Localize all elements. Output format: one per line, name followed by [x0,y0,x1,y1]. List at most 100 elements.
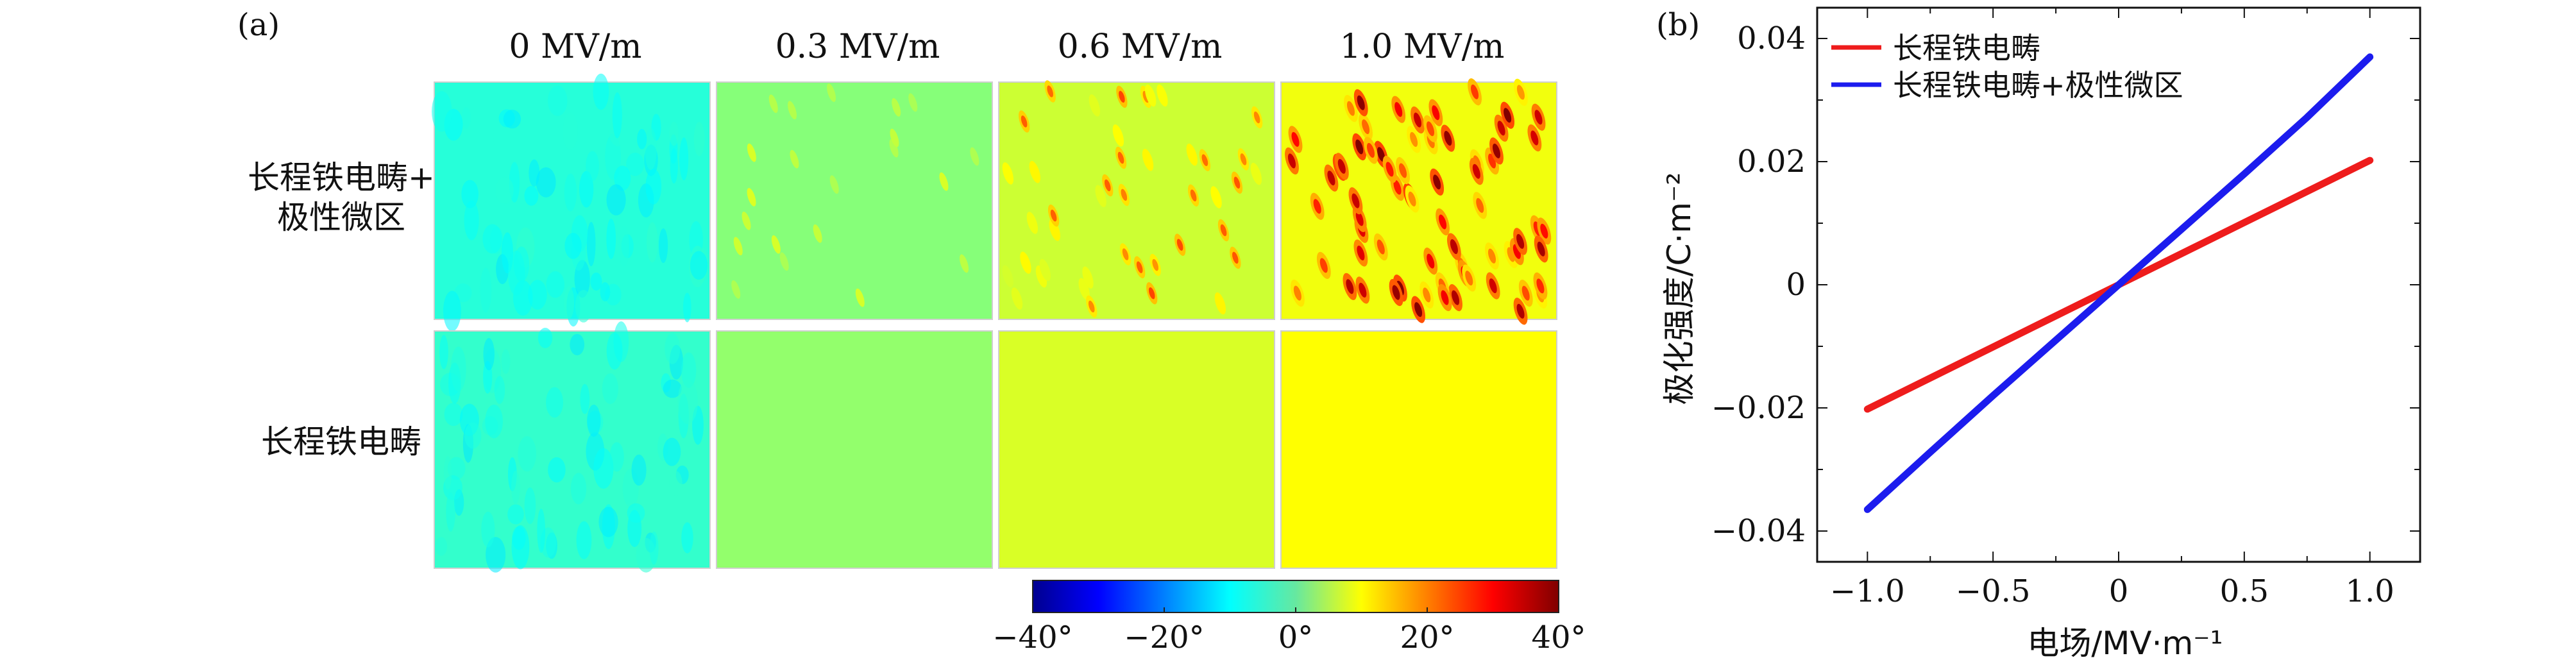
polar-region-halo [1026,212,1038,234]
map-texture [606,332,623,370]
polar-region-halo [1011,287,1023,310]
polar-region-core [1392,285,1400,300]
column-header-2: 0.6 MV/m [1058,28,1223,66]
map-texture [450,346,466,392]
map-texture [536,167,556,198]
colorbar-tick-label: 0° [1278,620,1314,655]
polar-region-halo [741,211,751,230]
panel-b-label: (b) [1656,7,1700,43]
polar-region-core [1516,85,1525,100]
polar-region-halo [1029,160,1040,183]
map-texture [663,379,682,398]
map-texture [548,457,566,483]
map-texture [524,185,539,206]
map-texture [461,107,471,129]
map-texture [600,282,611,301]
polar-region-core [1410,131,1418,147]
map-texture [587,404,601,437]
polar-region-core [1394,102,1403,117]
map-texture [481,511,495,548]
map-texture [647,222,658,263]
map-texture [612,92,622,139]
map-texture [570,334,585,355]
polar-region-core [1377,239,1385,255]
colorbar-tick-label: 20° [1400,620,1454,655]
polar-region-core [1287,153,1296,169]
map-texture [461,180,479,208]
map-texture [563,112,578,150]
polar-region-core [1201,154,1208,166]
polar-region-halo [889,139,899,158]
polar-region-core [1148,287,1155,300]
polar-region-core [1537,241,1545,257]
polar-region-core [1366,142,1375,158]
map-texture [593,73,609,110]
polar-region-core [1359,282,1367,298]
domain-map-r0-c3 [1280,78,1557,325]
polar-region-halo [1142,149,1154,171]
map-texture [677,379,698,425]
polar-region-core [1516,303,1525,319]
polar-region-core [1534,110,1543,125]
map-texture [627,503,645,523]
polar-region-core [1362,119,1370,135]
domain-map-r1-c1 [716,330,993,569]
map-texture [546,387,564,418]
domain-map-r0-c2 [998,80,1275,320]
map-texture [690,251,708,280]
map-texture [444,456,452,490]
polar-region-core [1220,224,1227,237]
map-texture [439,335,448,369]
polar-region-halo [747,188,756,207]
map-texture [665,333,681,364]
map-texture [464,422,482,449]
polar-region-halo [939,172,949,191]
polar-region-core [1516,233,1525,249]
polar-region-core [1492,143,1501,158]
map-texture [645,128,657,171]
column-headers: 0 MV/m 0.3 MV/m 0.6 MV/m 1.0 MV/m [509,28,1504,66]
polar-region-halo [1095,185,1106,208]
polar-region-core [1346,279,1354,294]
map-texture [564,173,577,212]
map-background [1280,330,1557,569]
y-axis-title: 极化强度/C·m⁻² [1661,173,1698,405]
map-texture [482,224,502,254]
polar-region-core [1232,251,1239,264]
series-line-1 [1863,53,2374,513]
map-texture [444,403,463,426]
y-tick-label: 0.04 [1737,21,1806,56]
map-texture [693,121,705,156]
polar-region-halo [1078,278,1090,300]
polar-region-halo [731,280,741,299]
map-background [716,81,993,320]
x-tick-label: 0.5 [2220,573,2269,609]
legend-label-0: 长程铁电畴 [1893,31,2040,65]
polar-region-core [1377,147,1385,162]
polar-region-core [1521,285,1530,301]
x-tick-label: 0 [2109,573,2129,609]
polar-region-halo [1020,251,1031,274]
map-texture [537,509,546,553]
map-texture [637,129,647,149]
polar-region-core [1355,211,1364,226]
polar-region-core [1357,95,1365,110]
map-texture [454,283,472,303]
polar-region-core [1121,189,1128,201]
polar-region-core [1233,176,1241,189]
polar-region-halo [892,98,901,117]
polar-region-core [1122,248,1129,260]
polar-region-core [1104,179,1111,192]
polar-region-core [1313,199,1321,214]
polar-region-core [1352,193,1360,208]
map-texture [602,373,618,404]
polar-region-core [1152,258,1159,271]
polar-region-core [1346,101,1355,116]
y-tick-label: −0.04 [1711,513,1806,549]
polar-region-core [1450,239,1458,255]
y-tick-label: −0.02 [1711,390,1806,426]
map-texture [443,291,461,332]
polar-region-halo [747,143,756,162]
map-texture [570,473,587,505]
